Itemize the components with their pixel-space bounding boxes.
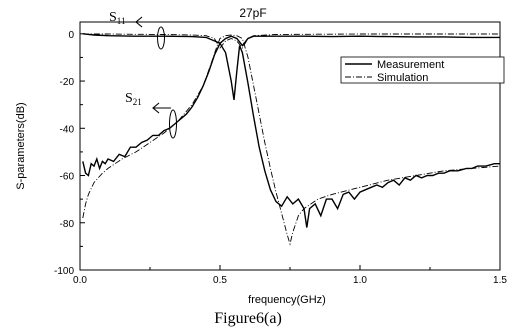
legend: Measurement Simulation — [340, 56, 505, 84]
y-tick-label: -80 — [60, 219, 75, 230]
x-tick-label: 1.0 — [353, 275, 367, 286]
simulation-s21-curve — [82, 34, 501, 246]
y-tick-label: 0 — [68, 30, 74, 41]
s11-label: S11 — [109, 10, 125, 26]
s11-marker-ellipse — [157, 26, 165, 50]
measurement-s11-curve — [82, 33, 500, 47]
x-tick-label: 0.0 — [73, 275, 87, 286]
axis-ticks: 0.0 0.5 1.0 1.5 0 -20 -40 -60 -80 -100 — [54, 30, 507, 286]
measurement-s21-curve — [82, 41, 500, 228]
s11-arrow-icon — [135, 16, 159, 28]
s11-annotation: S11 — [109, 10, 165, 50]
legend-label-simulation: Simulation — [377, 72, 428, 84]
legend-label-measurement: Measurement — [377, 59, 444, 71]
simulation-s11-curve — [82, 33, 500, 49]
chart-title: 27pF — [239, 6, 266, 20]
x-tick-label: 0.5 — [213, 275, 227, 286]
y-tick-label: -100 — [54, 266, 74, 277]
y-tick-label: -20 — [60, 77, 75, 88]
s21-marker-ellipse — [169, 109, 177, 139]
figure-caption: Figure6(a) — [214, 310, 282, 327]
s21-label: S21 — [125, 91, 142, 107]
plot-curves — [82, 33, 501, 246]
y-tick-label: -40 — [60, 124, 75, 135]
y-axis-label: S-parameters(dB) — [15, 102, 27, 189]
legend-box — [340, 56, 505, 84]
x-axis-label: frequency(GHz) — [248, 294, 326, 306]
y-tick-label: -60 — [60, 172, 75, 183]
s21-arrow-icon — [152, 102, 171, 114]
x-tick-label: 1.5 — [493, 275, 507, 286]
s21-annotation: S21 — [125, 91, 177, 139]
